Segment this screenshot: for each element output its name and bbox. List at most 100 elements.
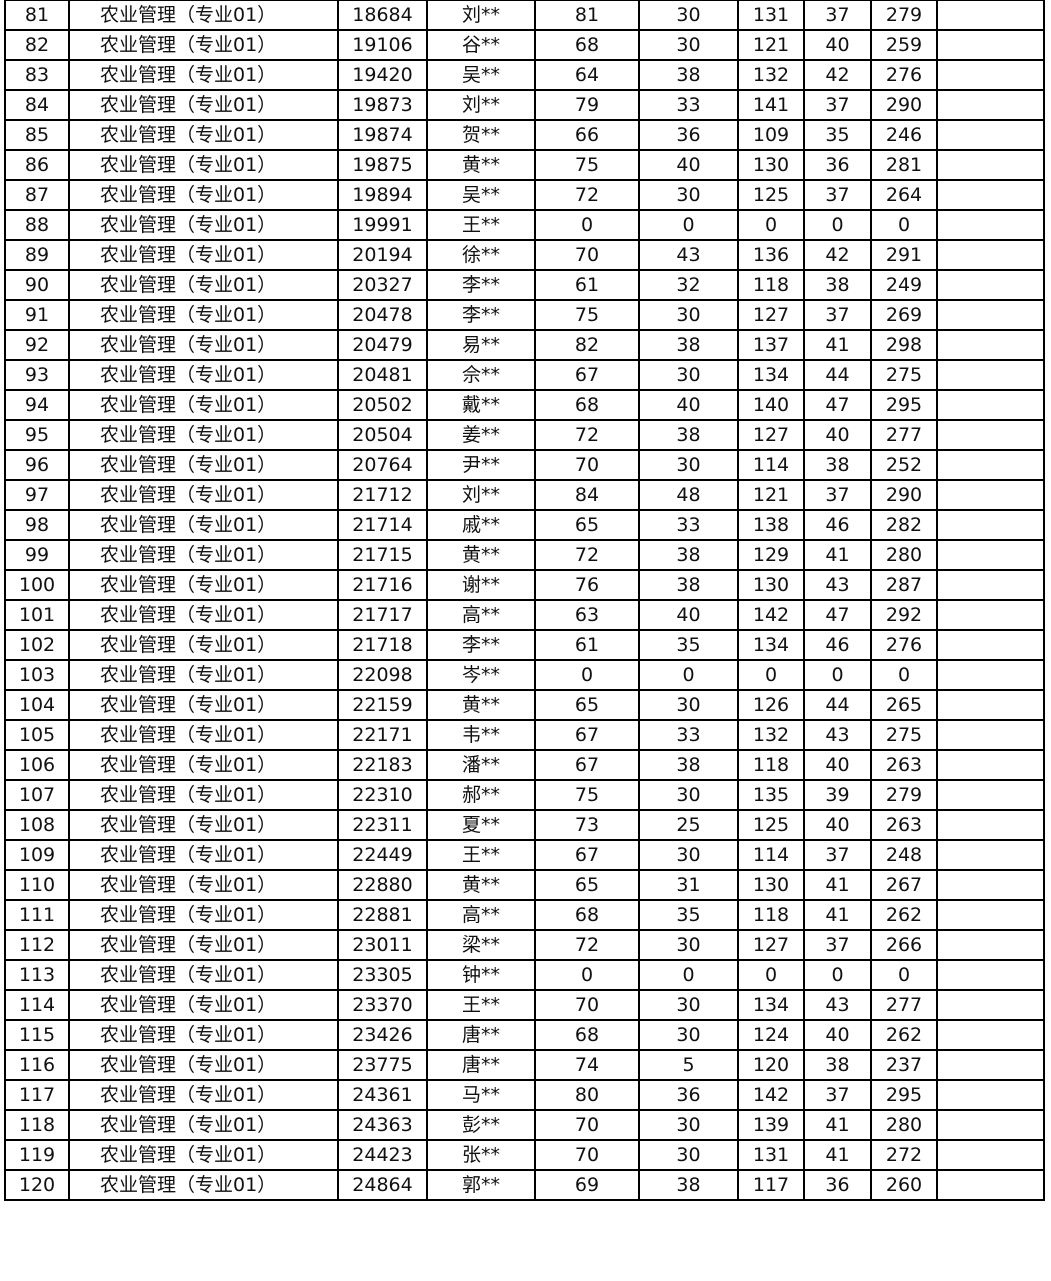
score-3-cell: 0 [737, 959, 805, 991]
table-row: 90 农业管理（专业01） 20327 李** 61 32 118 38 249 [4, 269, 1045, 301]
table-row: 111 农业管理（专业01） 22881 高** 68 35 118 41 262 [4, 899, 1045, 931]
exam-id-cell: 22310 [337, 779, 428, 811]
remark-cell [936, 59, 1045, 91]
score-1-cell: 68 [534, 29, 640, 61]
total-score-cell: 272 [870, 1139, 938, 1171]
row-number: 120 [4, 1169, 70, 1201]
exam-id-cell: 19106 [337, 29, 428, 61]
score-3-cell: 114 [737, 449, 805, 481]
major-cell: 农业管理（专业01） [68, 629, 339, 661]
score-2-cell: 48 [638, 479, 739, 511]
remark-cell [936, 1139, 1045, 1171]
table-row: 104 农业管理（专业01） 22159 黄** 65 30 126 44 265 [4, 689, 1045, 721]
exam-id-cell: 19875 [337, 149, 428, 181]
major-cell: 农业管理（专业01） [68, 149, 339, 181]
exam-id-cell: 20478 [337, 299, 428, 331]
score-3-cell: 109 [737, 119, 805, 151]
name-cell: 郭** [426, 1169, 536, 1201]
row-number: 117 [4, 1079, 70, 1111]
remark-cell [936, 689, 1045, 721]
remark-cell [936, 1109, 1045, 1141]
name-cell: 唐** [426, 1019, 536, 1051]
score-4-cell: 40 [803, 29, 872, 61]
total-score-cell: 279 [870, 779, 938, 811]
exam-id-cell: 22311 [337, 809, 428, 841]
score-3-cell: 142 [737, 599, 805, 631]
row-number: 103 [4, 659, 70, 691]
score-3-cell: 124 [737, 1019, 805, 1051]
score-1-cell: 76 [534, 569, 640, 601]
score-3-cell: 140 [737, 389, 805, 421]
score-2-cell: 43 [638, 239, 739, 271]
total-score-cell: 291 [870, 239, 938, 271]
score-4-cell: 38 [803, 1049, 872, 1081]
major-cell: 农业管理（专业01） [68, 989, 339, 1021]
major-cell: 农业管理（专业01） [68, 869, 339, 901]
total-score-cell: 275 [870, 359, 938, 391]
total-score-cell: 246 [870, 119, 938, 151]
exam-id-cell: 20502 [337, 389, 428, 421]
score-3-cell: 117 [737, 1169, 805, 1201]
remark-cell [936, 569, 1045, 601]
score-3-cell: 136 [737, 239, 805, 271]
score-4-cell: 40 [803, 1019, 872, 1051]
score-4-cell: 0 [803, 659, 872, 691]
major-cell: 农业管理（专业01） [68, 269, 339, 301]
major-cell: 农业管理（专业01） [68, 359, 339, 391]
row-number: 100 [4, 569, 70, 601]
major-cell: 农业管理（专业01） [68, 179, 339, 211]
exam-id-cell: 23370 [337, 989, 428, 1021]
row-number: 81 [4, 0, 70, 31]
remark-cell [936, 869, 1045, 901]
score-1-cell: 66 [534, 119, 640, 151]
score-3-cell: 130 [737, 569, 805, 601]
name-cell: 黄** [426, 869, 536, 901]
row-number: 112 [4, 929, 70, 961]
exam-id-cell: 24864 [337, 1169, 428, 1201]
score-4-cell: 37 [803, 0, 872, 31]
score-4-cell: 37 [803, 179, 872, 211]
score-3-cell: 121 [737, 479, 805, 511]
remark-cell [936, 299, 1045, 331]
total-score-cell: 0 [870, 659, 938, 691]
table-row: 105 农业管理（专业01） 22171 韦** 67 33 132 43 275 [4, 719, 1045, 751]
total-score-cell: 263 [870, 809, 938, 841]
row-number: 92 [4, 329, 70, 361]
score-1-cell: 70 [534, 239, 640, 271]
name-cell: 易** [426, 329, 536, 361]
total-score-cell: 277 [870, 989, 938, 1021]
score-1-cell: 79 [534, 89, 640, 121]
total-score-cell: 262 [870, 1019, 938, 1051]
score-2-cell: 38 [638, 419, 739, 451]
remark-cell [936, 419, 1045, 451]
score-1-cell: 70 [534, 1109, 640, 1141]
score-1-cell: 68 [534, 1019, 640, 1051]
table-row: 109 农业管理（专业01） 22449 王** 67 30 114 37 248 [4, 839, 1045, 871]
table-row: 88 农业管理（专业01） 19991 王** 0 0 0 0 0 [4, 209, 1045, 241]
major-cell: 农业管理（专业01） [68, 119, 339, 151]
score-3-cell: 114 [737, 839, 805, 871]
name-cell: 韦** [426, 719, 536, 751]
name-cell: 姜** [426, 419, 536, 451]
remark-cell [936, 1169, 1045, 1201]
score-2-cell: 30 [638, 989, 739, 1021]
score-1-cell: 84 [534, 479, 640, 511]
table-body: 81 农业管理（专业01） 18684 刘** 81 30 131 37 279 82 农业管理（专… [4, 0, 1045, 1201]
remark-cell [936, 269, 1045, 301]
score-3-cell: 118 [737, 899, 805, 931]
score-2-cell: 30 [638, 779, 739, 811]
remark-cell [936, 479, 1045, 511]
score-4-cell: 38 [803, 269, 872, 301]
table-row: 93 农业管理（专业01） 20481 佘** 67 30 134 44 275 [4, 359, 1045, 391]
total-score-cell: 275 [870, 719, 938, 751]
row-number: 119 [4, 1139, 70, 1171]
name-cell: 谢** [426, 569, 536, 601]
major-cell: 农业管理（专业01） [68, 0, 339, 31]
score-1-cell: 68 [534, 389, 640, 421]
total-score-cell: 298 [870, 329, 938, 361]
total-score-cell: 295 [870, 1079, 938, 1111]
score-4-cell: 37 [803, 839, 872, 871]
total-score-cell: 276 [870, 629, 938, 661]
score-1-cell: 61 [534, 269, 640, 301]
score-3-cell: 0 [737, 209, 805, 241]
